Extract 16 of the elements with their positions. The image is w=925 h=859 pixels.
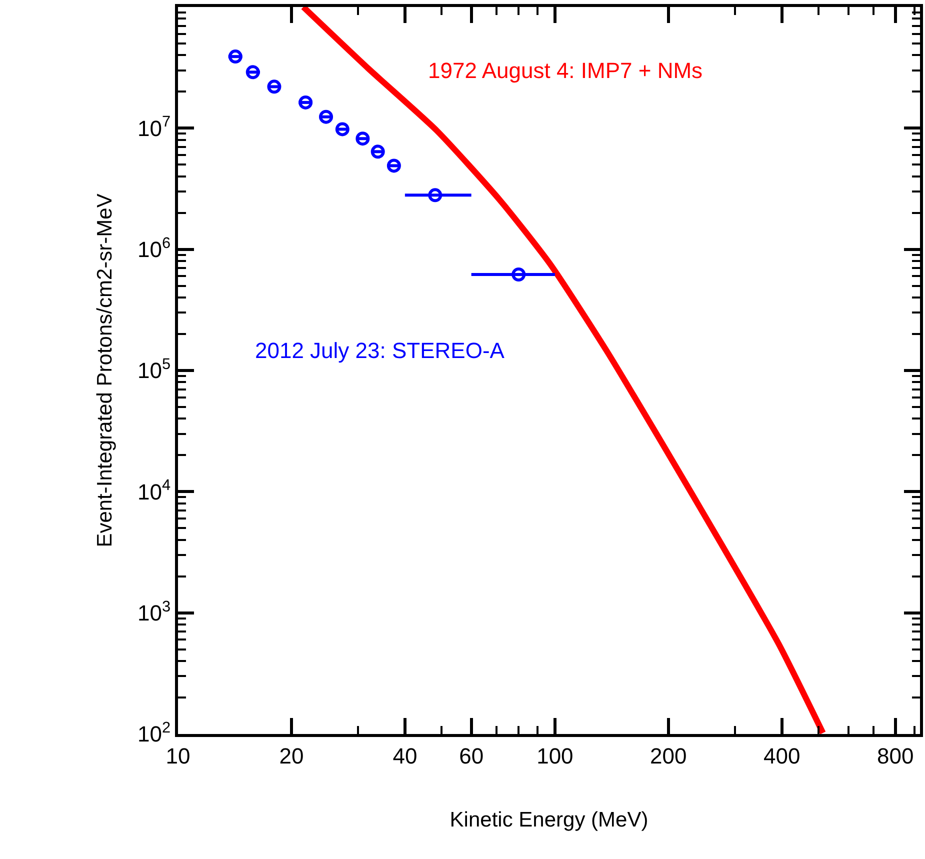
x-tick-label: 40 xyxy=(392,743,418,768)
x-axis-title: Kinetic Energy (MeV) xyxy=(450,808,648,832)
x-tick-label: 200 xyxy=(650,743,687,768)
x-tick-label: 100 xyxy=(536,743,574,768)
x-tick-label: 800 xyxy=(876,743,914,768)
series-label: 1972 August 4: IMP7 + NMs xyxy=(428,58,703,83)
x-tick-label: 20 xyxy=(279,743,304,768)
y-tick-label: 10$^{3}$ xyxy=(138,598,171,626)
y-tick-label: 10$^{7}$ xyxy=(138,114,171,141)
y-tick-label: 10$^{6}$ xyxy=(138,234,171,262)
y-tick-label: 10$^{4}$ xyxy=(138,477,172,504)
text: 2012 July 23: STEREO-A xyxy=(255,338,505,363)
y-tick-label: 10$^{5}$ xyxy=(138,356,171,384)
x-tick-label: 400 xyxy=(764,743,800,768)
y-axis-title: Event-Integrated Protons/cm2-sr-MeV xyxy=(94,194,117,548)
x-tick-label: 60 xyxy=(459,743,484,768)
